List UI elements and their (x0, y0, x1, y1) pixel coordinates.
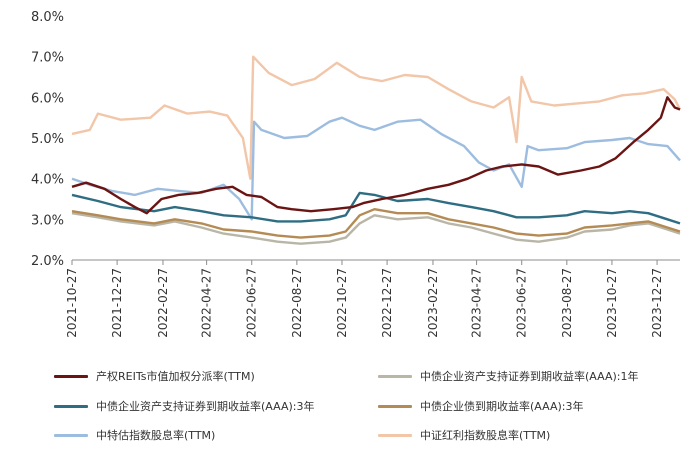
series-layer (71, 55, 682, 245)
x-tick-label: 2021-12-27 (110, 268, 124, 338)
y-tick-label: 8.0% (31, 10, 64, 25)
x-tick-label: 2023-08-27 (560, 268, 574, 338)
legend-label: 中债企业债到期收益率(AAA):3年 (420, 400, 584, 413)
series-line-0 (71, 96, 681, 215)
legend-swatch (378, 404, 412, 408)
legend-item-abs-3y: 中债企业资产支持证券到期收益率(AAA):3年 (54, 398, 314, 414)
x-tick-label: 2022-02-27 (156, 268, 170, 338)
y-tick-label: 6.0% (31, 91, 64, 106)
series-line-1 (71, 212, 681, 245)
x-tick-label: 2023-04-27 (470, 268, 484, 338)
x-tick-label: 2022-06-27 (245, 268, 259, 338)
legend-label: 中债企业资产支持证券到期收益率(AAA):1年 (420, 370, 639, 383)
legend-item-abs-1y: 中债企业资产支持证券到期收益率(AAA):1年 (378, 368, 638, 384)
y-tick-label: 3.0% (31, 213, 64, 228)
legend-label: 产权REITs市值加权分派率(TTM) (96, 370, 255, 383)
x-tick-label: 2023-06-27 (515, 268, 529, 338)
x-tick-label: 2022-04-27 (200, 268, 214, 338)
legend-item-reits: 产权REITs市值加权分派率(TTM) (54, 368, 255, 384)
x-tick-label: 2022-08-27 (290, 268, 304, 338)
x-tick-label: 2022-12-27 (380, 268, 394, 338)
x-tick-label: 2021-10-27 (65, 268, 79, 338)
y-tick-label: 4.0% (31, 173, 64, 188)
legend-swatch (378, 374, 412, 378)
y-tick-label: 5.0% (31, 132, 64, 147)
x-tick-label: 2022-10-27 (335, 268, 349, 338)
x-tick-label: 2023-10-27 (605, 268, 619, 338)
x-tick-label: 2023-02-27 (426, 268, 440, 338)
legend-label: 中债企业资产支持证券到期收益率(AAA):3年 (96, 400, 315, 413)
x-tick-label: 2023-12-27 (650, 268, 664, 338)
legend-label: 中证红利指数股息率(TTM) (420, 429, 551, 442)
series-line-3 (71, 207, 681, 239)
legend-swatch (378, 433, 412, 437)
legend-swatch (54, 374, 88, 378)
legend-item-csi-dividend: 中证红利指数股息率(TTM) (378, 427, 550, 443)
legend-swatch (54, 404, 88, 408)
series-line-5 (71, 55, 682, 180)
legend-swatch (54, 433, 88, 437)
y-tick-label: 2.0% (31, 254, 64, 269)
legend-item-corp-bond-3y: 中债企业债到期收益率(AAA):3年 (378, 398, 583, 414)
chart-plot: 2.0%3.0%4.0%5.0%6.0%7.0%8.0% 2021-10-27 2… (31, 10, 682, 338)
y-axis: 2.0% 3.0% 4.0% 5.0% 6.0% 7.0% 8.0% (31, 10, 64, 269)
legend-item-csi-soe: 中特估指数股息率(TTM) (54, 427, 215, 443)
x-axis: 2021-10-27 2021-12-27 2022-02-27 2022-04-27… (65, 259, 680, 338)
legend-label: 中特估指数股息率(TTM) (96, 429, 216, 442)
y-tick-label: 7.0% (31, 51, 64, 66)
